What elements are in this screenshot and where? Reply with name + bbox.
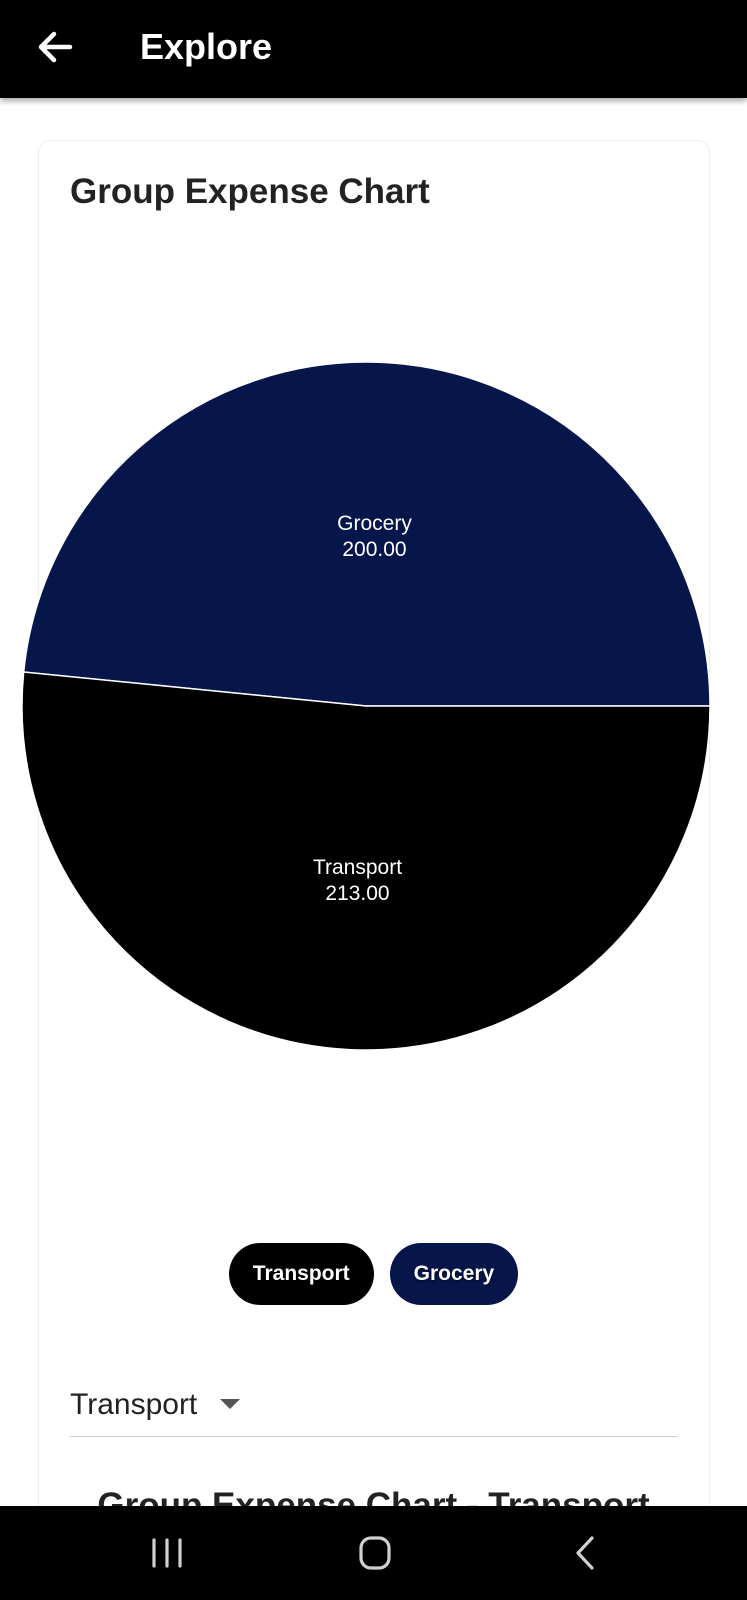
pie-chart: Grocery 200.00 Transport 213.00	[21, 361, 711, 1051]
caret-down-icon	[220, 1399, 240, 1409]
pie-value-transport: 213.00	[325, 882, 389, 905]
pie-value-grocery: 200.00	[342, 538, 406, 561]
chart-title: Group Expense Chart	[70, 172, 430, 211]
arrow-left-icon	[38, 31, 73, 63]
pie-slice-grocery[interactable]	[22, 361, 711, 707]
pie-label-grocery: Grocery	[337, 512, 412, 535]
recents-button[interactable]	[137, 1528, 197, 1578]
dropdown-selected-value: Transport	[70, 1388, 198, 1421]
legend-label: Transport	[252, 1262, 350, 1285]
page-title: Explore	[140, 26, 273, 67]
category-dropdown[interactable]: Transport	[70, 1385, 678, 1437]
system-nav-bar	[0, 1506, 747, 1600]
legend-label: Grocery	[413, 1262, 495, 1285]
legend-item-transport[interactable]: Transport	[228, 1243, 374, 1305]
home-button[interactable]	[345, 1528, 405, 1578]
chevron-left-icon	[576, 1536, 594, 1570]
chart-legend: Transport Grocery	[0, 1243, 747, 1305]
system-back-button[interactable]	[556, 1528, 616, 1578]
recents-icon	[152, 1538, 182, 1568]
legend-item-grocery[interactable]: Grocery	[389, 1243, 519, 1305]
pie-label-transport: Transport	[313, 856, 402, 879]
app-bar: Explore	[0, 0, 747, 98]
pie-slice-transport[interactable]	[21, 671, 711, 1051]
home-icon	[359, 1536, 391, 1570]
back-button[interactable]	[28, 22, 82, 72]
